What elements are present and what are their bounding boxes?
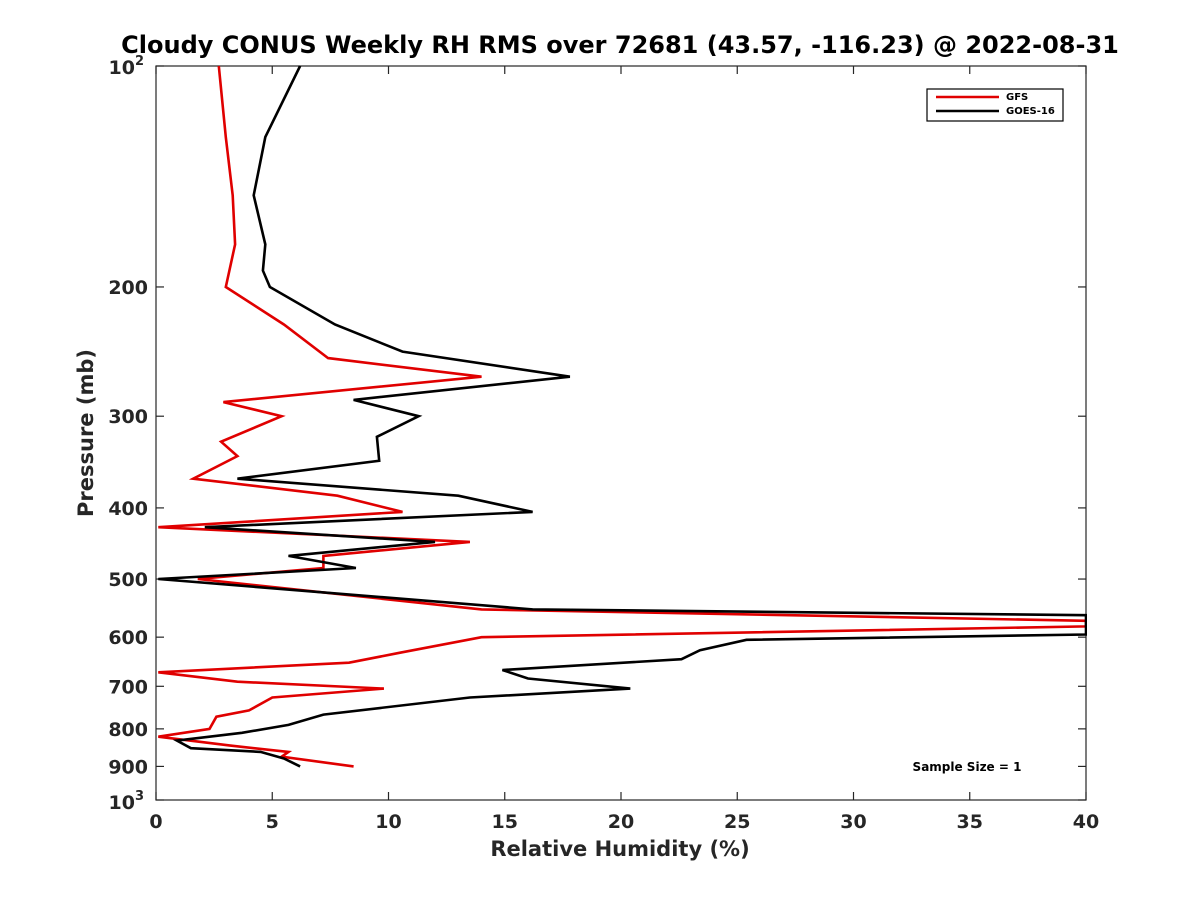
y-tick-label: 500 bbox=[108, 569, 148, 591]
x-tick-label: 10 bbox=[375, 811, 401, 833]
y-tick-label: 700 bbox=[108, 676, 148, 698]
x-tick-label: 5 bbox=[266, 811, 279, 833]
chart-title: Cloudy CONUS Weekly RH RMS over 72681 (4… bbox=[121, 31, 1119, 59]
x-axis-label: Relative Humidity (%) bbox=[490, 837, 749, 861]
x-tick-label: 30 bbox=[840, 811, 866, 833]
x-tick-label: 25 bbox=[724, 811, 750, 833]
x-tick-label: 15 bbox=[492, 811, 518, 833]
legend: GFS GOES-16 bbox=[926, 88, 1064, 122]
x-tick-label: 40 bbox=[1073, 811, 1099, 833]
legend-label-gfs: GFS bbox=[1006, 92, 1028, 103]
series-line-gfs bbox=[158, 65, 1087, 768]
x-tick-label: 20 bbox=[608, 811, 634, 833]
x-axis-ticks: 0 5 10 15 20 25 30 35 40 bbox=[149, 66, 1099, 833]
y-tick-label: 300 bbox=[108, 406, 148, 428]
y-tick-label: 400 bbox=[108, 498, 148, 520]
x-tick-label: 35 bbox=[957, 811, 983, 833]
series-layer bbox=[158, 65, 1087, 768]
y-tick-label: 600 bbox=[108, 627, 148, 649]
y-tick-label: 900 bbox=[108, 756, 148, 778]
sample-size-annotation: Sample Size = 1 bbox=[913, 760, 1022, 774]
y-tick-label: 800 bbox=[108, 719, 148, 741]
y-tick-label-exponent: 3 bbox=[135, 789, 144, 804]
legend-box bbox=[926, 88, 1064, 122]
x-tick-label: 0 bbox=[149, 811, 162, 833]
y-axis-label: Pressure (mb) bbox=[74, 349, 98, 517]
y-tick-label-base: 10 bbox=[109, 57, 135, 79]
y-tick-label-base: 10 bbox=[109, 792, 135, 814]
legend-label-goes16: GOES-16 bbox=[1006, 106, 1055, 117]
series-line-goes16 bbox=[158, 65, 1087, 768]
y-tick-label-exponent: 2 bbox=[135, 54, 144, 69]
y-tick-label: 200 bbox=[108, 277, 148, 299]
